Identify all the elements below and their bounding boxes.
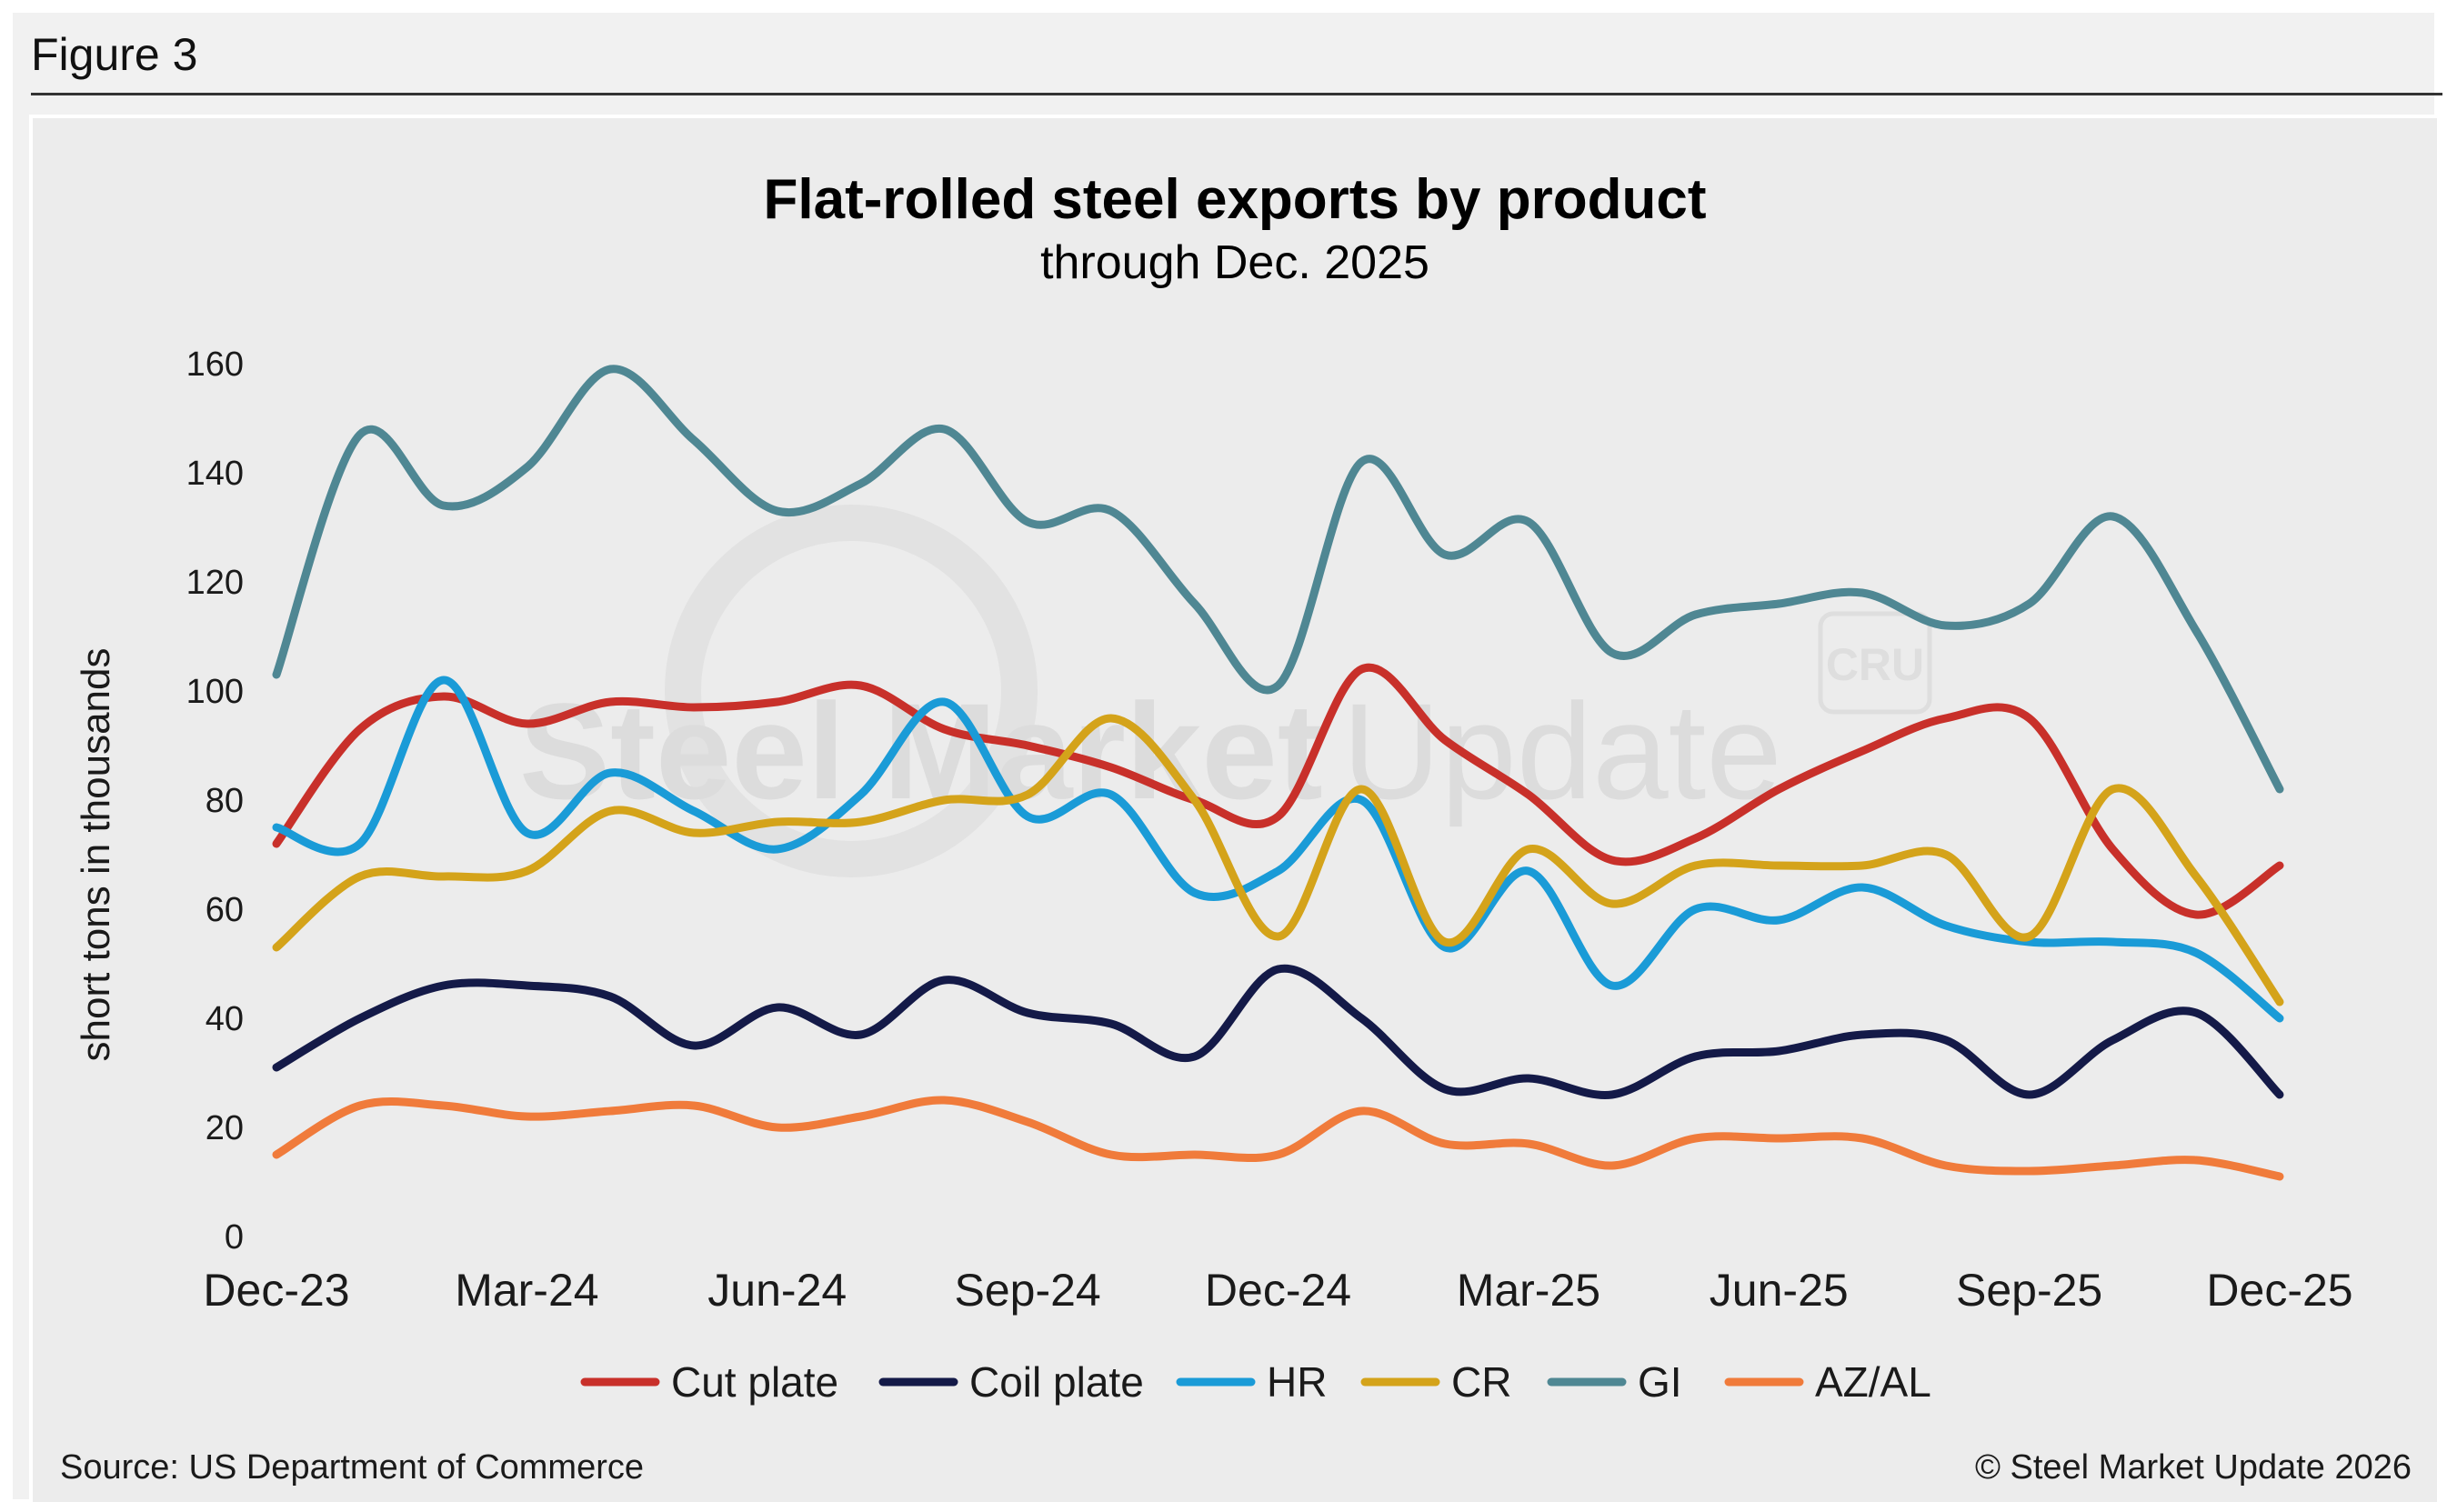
figure-label: Figure 3: [31, 29, 198, 80]
x-tick-label: Sep-24: [955, 1265, 1101, 1316]
x-tick-label: Jun-24: [707, 1265, 847, 1316]
x-tick-label: Dec-23: [203, 1265, 349, 1316]
copyright-note: © Steel Market Update 2026: [1975, 1448, 2412, 1487]
figure-rule: [31, 93, 2442, 95]
chart-title: Flat-rolled steel exports by product: [764, 168, 1707, 231]
y-tick-label: 100: [186, 673, 244, 711]
legend-label-cr: CR: [1451, 1358, 1511, 1406]
y-axis-ticks: 0 20 40 60 80 100 120 140 160: [186, 345, 244, 1257]
x-tick-label: Mar-25: [1457, 1265, 1600, 1316]
y-tick-label: 140: [186, 455, 244, 493]
legend-label-az-al: AZ/AL: [1815, 1358, 1931, 1406]
legend-label-coil-plate: Coil plate: [969, 1358, 1144, 1406]
y-tick-label: 160: [186, 345, 244, 384]
y-axis-label: short tons in thousands: [74, 648, 118, 1062]
legend: Cut plate Coil plate HR CR GI AZ/AL: [580, 1358, 1931, 1406]
x-tick-label: Sep-25: [1956, 1265, 2102, 1316]
watermark-brand-light: Update: [1342, 675, 1782, 827]
y-tick-label: 60: [206, 891, 244, 929]
legend-label-cut-plate: Cut plate: [671, 1358, 838, 1406]
chart-panel: Steel Market Update CRU Flat-rolled stee…: [29, 115, 2441, 1506]
series-line-hr: [272, 676, 2284, 1023]
series-line-cut-plate: [272, 663, 2284, 919]
chart-subtitle: through Dec. 2025: [1040, 236, 1429, 289]
watermark-logo-text: CRU: [1826, 639, 1924, 690]
watermark: Steel Market Update CRU: [519, 505, 1932, 877]
x-tick-label: Mar-24: [455, 1265, 598, 1316]
y-tick-label: 0: [225, 1218, 244, 1257]
figure-frame: Figure 3 Steel Market Update CRU Flat-ro…: [13, 13, 2442, 1506]
y-tick-label: 120: [186, 564, 244, 602]
watermark-logo-icon: [1818, 611, 1932, 715]
watermark-globe-icon: [665, 505, 1038, 877]
x-tick-label: Dec-25: [2206, 1265, 2352, 1316]
legend-label-gi: GI: [1638, 1358, 1682, 1406]
series-line-cr: [272, 714, 2284, 1006]
series-line-gi: [272, 365, 2284, 794]
y-tick-label: 80: [206, 782, 244, 820]
y-tick-label: 40: [206, 1000, 244, 1038]
source-note: Source: US Department of Commerce: [60, 1448, 644, 1487]
y-tick-label: 20: [206, 1109, 244, 1147]
line-chart: Steel Market Update CRU Flat-rolled stee…: [60, 168, 2412, 1487]
x-tick-label: Dec-24: [1205, 1265, 1351, 1316]
series-lines: [272, 365, 2284, 1181]
legend-label-hr: HR: [1267, 1358, 1327, 1406]
x-axis-ticks: Dec-23 Mar-24 Jun-24 Sep-24 Dec-24 Mar-25 Jun-…: [203, 1265, 2352, 1316]
series-line-az-al: [272, 1096, 2284, 1181]
series-line-coil-plate: [272, 964, 2284, 1099]
x-tick-label: Jun-25: [1710, 1265, 1849, 1316]
